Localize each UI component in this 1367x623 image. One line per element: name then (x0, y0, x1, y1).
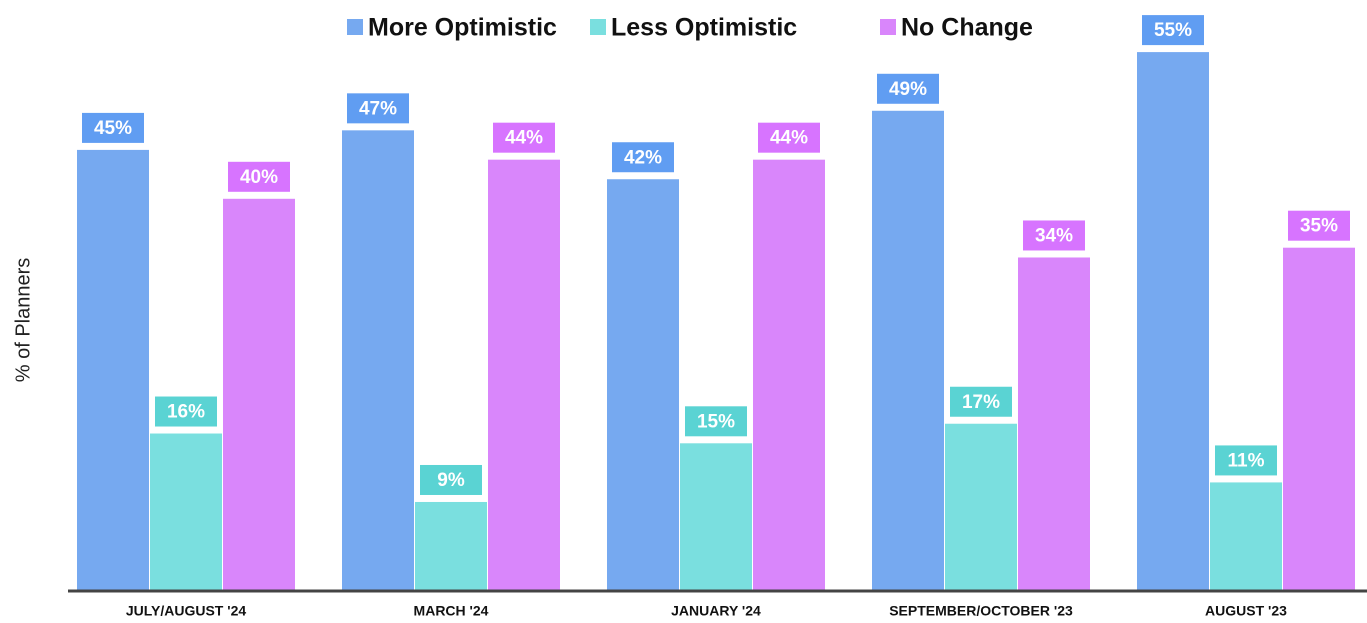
value-label-box (1215, 445, 1277, 476)
x-tick-label: SEPTEMBER/OCTOBER '23 (889, 603, 1073, 619)
bar (680, 443, 752, 590)
value-label: 47% (359, 98, 397, 119)
value-label-box (1142, 15, 1204, 46)
value-label-box (493, 122, 555, 153)
bar (77, 149, 149, 590)
value-label: 17% (962, 392, 1000, 413)
bar (1283, 247, 1355, 590)
x-tick-label: JANUARY '24 (671, 603, 761, 619)
legend-label: More Optimistic (368, 14, 557, 42)
value-label-box (685, 406, 747, 437)
value-label: 9% (437, 470, 465, 491)
value-label-box (347, 93, 409, 124)
legend-label: Less Optimistic (611, 14, 797, 42)
value-label: 11% (1228, 450, 1265, 471)
bar (342, 130, 414, 590)
bar (945, 423, 1017, 590)
value-label: 42% (624, 147, 662, 168)
value-label: 16% (167, 402, 205, 423)
legend-swatch (347, 19, 363, 35)
value-label-box (228, 161, 290, 192)
value-label: 55% (1154, 20, 1192, 41)
value-label: 15% (697, 411, 735, 432)
bar (1137, 52, 1209, 591)
bar (607, 179, 679, 591)
value-label: 40% (240, 167, 278, 188)
bar (415, 501, 487, 590)
value-label-box (877, 73, 939, 104)
value-label-box (758, 122, 820, 153)
value-label: 49% (889, 79, 927, 100)
value-label-box (82, 112, 144, 143)
value-label-box (155, 396, 217, 427)
value-label-box (950, 386, 1012, 417)
legend-swatch (590, 19, 606, 35)
value-label: 34% (1035, 225, 1073, 246)
x-tick-label: JULY/AUGUST '24 (126, 603, 247, 619)
legend-swatch (880, 19, 896, 35)
x-tick-label: MARCH '24 (414, 603, 489, 619)
x-tick-label: AUGUST '23 (1205, 603, 1287, 619)
bar (872, 110, 944, 590)
bar (753, 159, 825, 590)
bar (1210, 482, 1282, 590)
value-label-box (612, 142, 674, 173)
bar (488, 159, 560, 590)
bar (150, 433, 222, 590)
value-label: 44% (770, 128, 808, 149)
value-label-box (1288, 210, 1350, 241)
value-label-box (1023, 220, 1085, 251)
value-label: 45% (94, 118, 132, 139)
value-label: 44% (505, 128, 543, 149)
legend-label: No Change (901, 14, 1033, 42)
value-label: 35% (1300, 216, 1338, 237)
bar (223, 198, 295, 591)
y-axis-title: % of Planners (12, 258, 34, 383)
value-label-box (420, 464, 482, 495)
bar (1018, 257, 1090, 590)
